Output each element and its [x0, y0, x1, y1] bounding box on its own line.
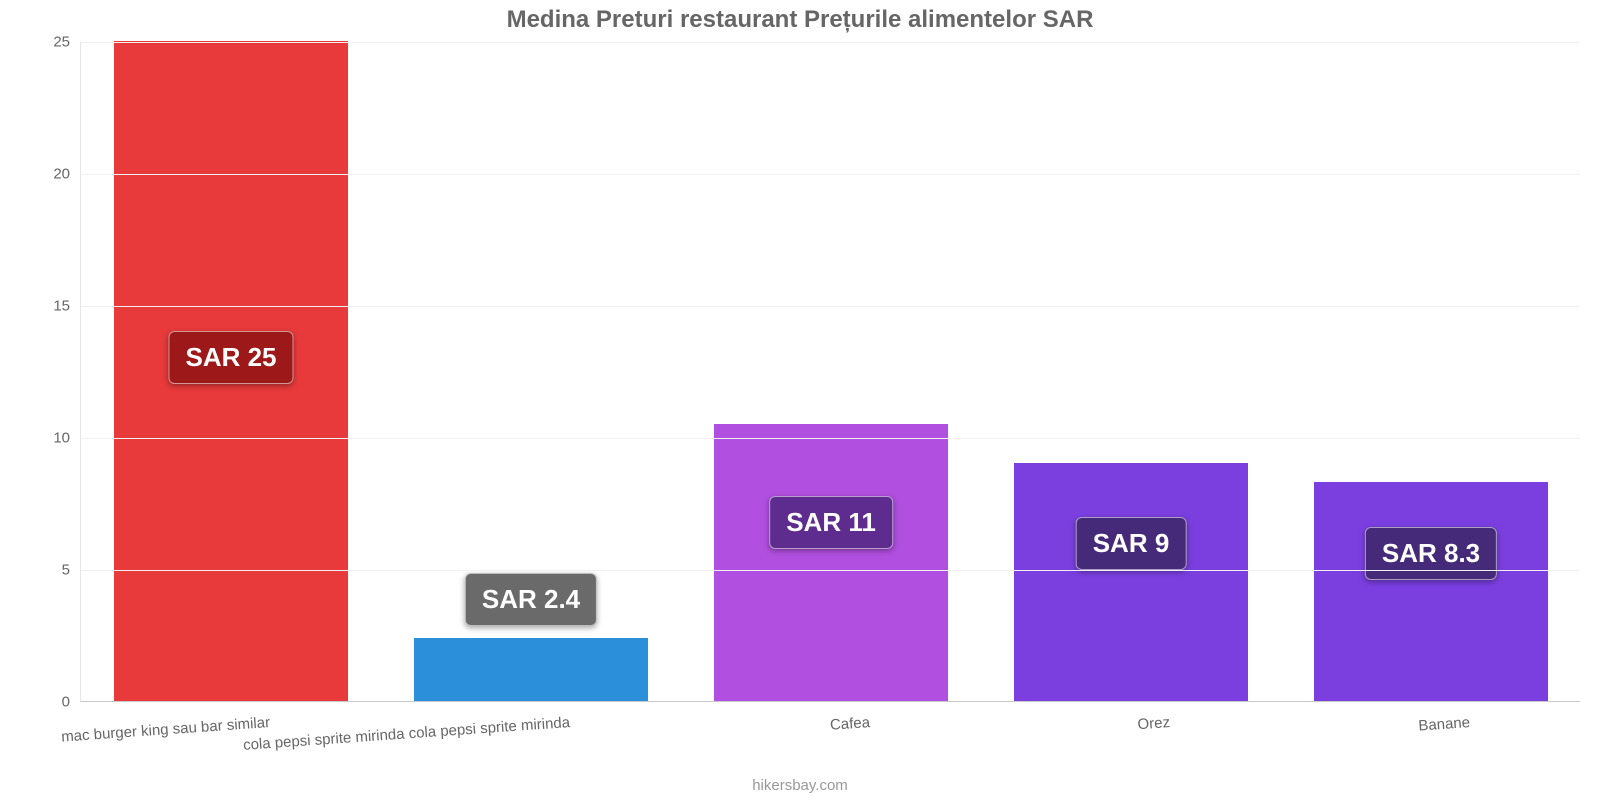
y-tick-label: 10: [10, 430, 70, 447]
bars-group: SAR 25 SAR 2.4 SAR 11 SAR 9 SAR 8.3: [81, 42, 1580, 701]
value-badge: SAR 8.3: [1365, 527, 1497, 580]
x-tick-label: mac burger king sau bar similar: [61, 714, 271, 746]
gridline: [81, 570, 1580, 571]
bar-slot: SAR 9: [981, 41, 1281, 701]
y-tick-label: 20: [10, 166, 70, 183]
x-tick-label: Cafea: [829, 714, 870, 734]
x-tick-label: cola pepsi sprite mirinda cola pepsi spr…: [243, 714, 571, 754]
bar: [414, 638, 648, 701]
y-tick-label: 0: [10, 694, 70, 711]
bar: [1014, 463, 1248, 701]
bar-slot: SAR 25: [81, 41, 381, 701]
x-tick-label: Banane: [1418, 714, 1471, 735]
plot-area: SAR 25 SAR 2.4 SAR 11 SAR 9 SAR 8.3: [80, 42, 1580, 702]
bar-slot: SAR 8.3: [1281, 41, 1581, 701]
y-tick-label: 5: [10, 562, 70, 579]
gridline: [81, 438, 1580, 439]
attribution-text: hikersbay.com: [0, 777, 1600, 794]
bar: [714, 424, 948, 701]
bar: [1314, 482, 1548, 701]
gridline: [81, 306, 1580, 307]
y-tick-label: 25: [10, 34, 70, 51]
value-badge: SAR 9: [1076, 517, 1187, 570]
bar-slot: SAR 11: [681, 41, 981, 701]
x-tick-label: Orez: [1137, 714, 1171, 733]
value-badge: SAR 11: [769, 496, 893, 549]
bar-slot: SAR 2.4: [381, 41, 681, 701]
gridline: [81, 174, 1580, 175]
gridline: [81, 42, 1580, 43]
x-axis-labels: mac burger king sau bar similarcola peps…: [80, 702, 1580, 762]
value-badge: SAR 25: [168, 331, 293, 384]
chart-container: Medina Preturi restaurant Prețurile alim…: [0, 0, 1600, 800]
y-tick-label: 15: [10, 298, 70, 315]
value-badge: SAR 2.4: [465, 573, 597, 626]
chart-title: Medina Preturi restaurant Prețurile alim…: [0, 6, 1600, 34]
